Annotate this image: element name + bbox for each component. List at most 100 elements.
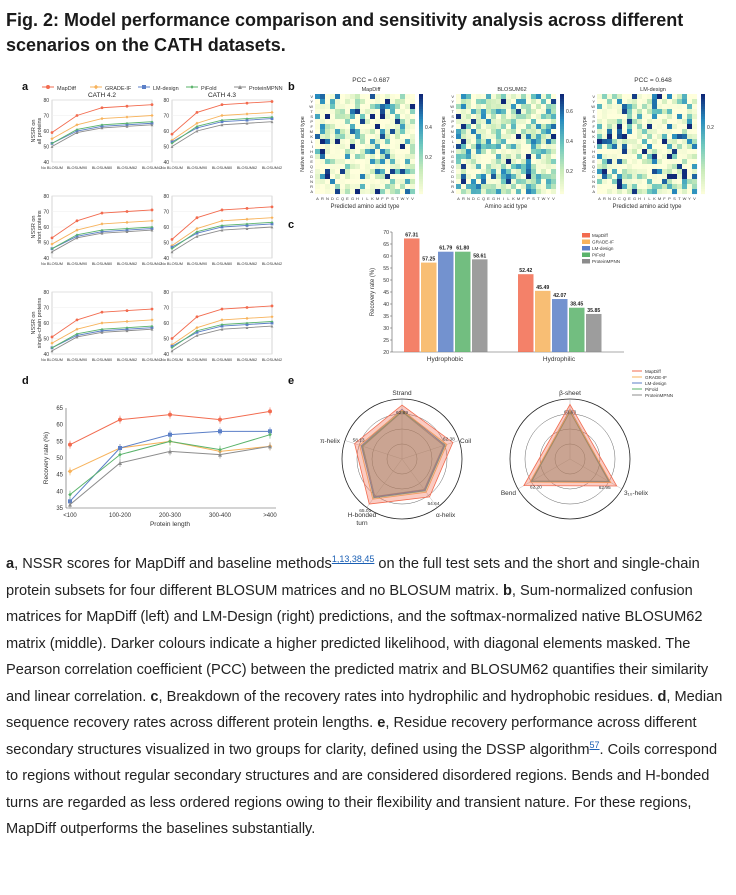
caption-a-refs[interactable]: 1,13,38,45 [331, 554, 375, 565]
heatmap-row-label: W [591, 104, 595, 109]
heatmap-cell [692, 164, 698, 170]
heatmap-cell [476, 149, 482, 155]
heatmap-cell [395, 129, 401, 135]
heatmap-cell [687, 124, 693, 130]
heatmap-cell [521, 149, 527, 155]
heatmap-cell [325, 109, 331, 115]
colorbar-step [419, 94, 423, 97]
heatmap-cell [315, 114, 321, 120]
heatmap-cell [325, 99, 331, 105]
heatmap-cell [395, 169, 401, 175]
heatmap-cell [637, 109, 643, 115]
heatmap-cell [531, 179, 537, 185]
colorbar-tick-label: 0.2 [425, 155, 432, 161]
heatmap-col-label: I [644, 196, 645, 201]
heatmap-cell [471, 144, 477, 150]
heatmap-cell [642, 164, 648, 170]
heatmap-cell [672, 109, 678, 115]
heatmap-cell [350, 109, 356, 115]
heatmap-cell [627, 94, 633, 100]
heatmap-cell [531, 154, 537, 160]
heatmap-cell [617, 189, 623, 195]
heatmap-cell [642, 94, 648, 100]
heatmap-cell [380, 109, 386, 115]
y-tick-label: 60 [383, 254, 389, 260]
heatmap-row-label: W [450, 104, 454, 109]
heatmap-cell [511, 114, 517, 120]
heatmap-cell [662, 144, 668, 150]
heatmap-cell [335, 184, 341, 190]
heatmap-cell [647, 124, 653, 130]
heatmap-cell [461, 149, 467, 155]
heatmap-cell [405, 114, 411, 120]
heatmap-cell [637, 179, 643, 185]
heatmap-cell [355, 189, 361, 195]
heatmap-cell [456, 134, 462, 140]
heatmap-cell [405, 149, 411, 155]
heatmap-cell [612, 134, 618, 140]
heatmap-cell [662, 129, 668, 135]
heatmap-cell [506, 149, 512, 155]
heatmap-cell [511, 129, 517, 135]
legend-swatch-GRADE-IF [582, 239, 590, 244]
heatmap-cell [496, 99, 502, 105]
heatmap-cell [647, 159, 653, 165]
heatmap-cell [647, 189, 653, 195]
heatmap-cell [516, 119, 522, 125]
heatmap-cell [410, 134, 416, 140]
x-tick-label: <100 [63, 513, 77, 519]
heatmap-cell [652, 169, 658, 175]
heatmap-cell [375, 169, 381, 175]
heatmap-cell [622, 189, 628, 195]
heatmap-cell [496, 94, 502, 100]
heatmap-cell [360, 174, 366, 180]
heatmap-col-label: S [532, 196, 535, 201]
heatmap-cell [360, 139, 366, 145]
heatmap-cell [410, 159, 416, 165]
heatmap-col-label: Q [341, 196, 344, 201]
heatmap-cell [471, 139, 477, 145]
heatmap-cell [637, 119, 643, 125]
heatmap-cell [320, 189, 326, 195]
heatmap-cell [521, 174, 527, 180]
heatmap-cell [370, 99, 376, 105]
heatmap-cell [687, 119, 693, 125]
heatmap-cell [692, 129, 698, 135]
heatmap-cell [647, 119, 653, 125]
heatmap-cell [617, 169, 623, 175]
heatmap-cell [496, 144, 502, 150]
heatmap-cell [325, 134, 331, 140]
heatmap-cell [521, 94, 527, 100]
series-point-PiFold [245, 222, 249, 226]
heatmap-cell [375, 119, 381, 125]
heatmap-cell [521, 129, 527, 135]
heatmap-cell [677, 159, 683, 165]
y-tick-label: 50 [383, 278, 389, 284]
heatmap-col-label: L [648, 196, 651, 201]
heatmap-cell [516, 114, 522, 120]
heatmap-cell [456, 119, 462, 125]
series-point-GRADE-IF [150, 113, 154, 118]
heatmap-cell [405, 169, 411, 175]
colorbar-step [560, 154, 564, 157]
x-tick-label: BLOSUM90 [67, 358, 87, 362]
series-point-MapDiff [75, 318, 79, 322]
heatmap-cell [551, 139, 557, 145]
heatmap-cell [350, 179, 356, 185]
heatmap-cell [335, 94, 341, 100]
caption-e-ref[interactable]: 57 [589, 739, 600, 750]
heatmap-cell [481, 109, 487, 115]
heatmap-cell [365, 134, 371, 140]
heatmap-cell [340, 164, 346, 170]
heatmap-cell [692, 94, 698, 100]
heatmap-cell [642, 134, 648, 140]
heatmap-cell [390, 154, 396, 160]
heatmap-cell [456, 149, 462, 155]
heatmap-cell [647, 184, 653, 190]
heatmap-cell [335, 179, 341, 185]
colorbar-step [560, 111, 564, 115]
bar-ProteinMPNN [586, 313, 602, 352]
heatmap-cell [340, 169, 346, 175]
colorbar-step [560, 186, 564, 190]
heatmap-cell [536, 139, 542, 145]
